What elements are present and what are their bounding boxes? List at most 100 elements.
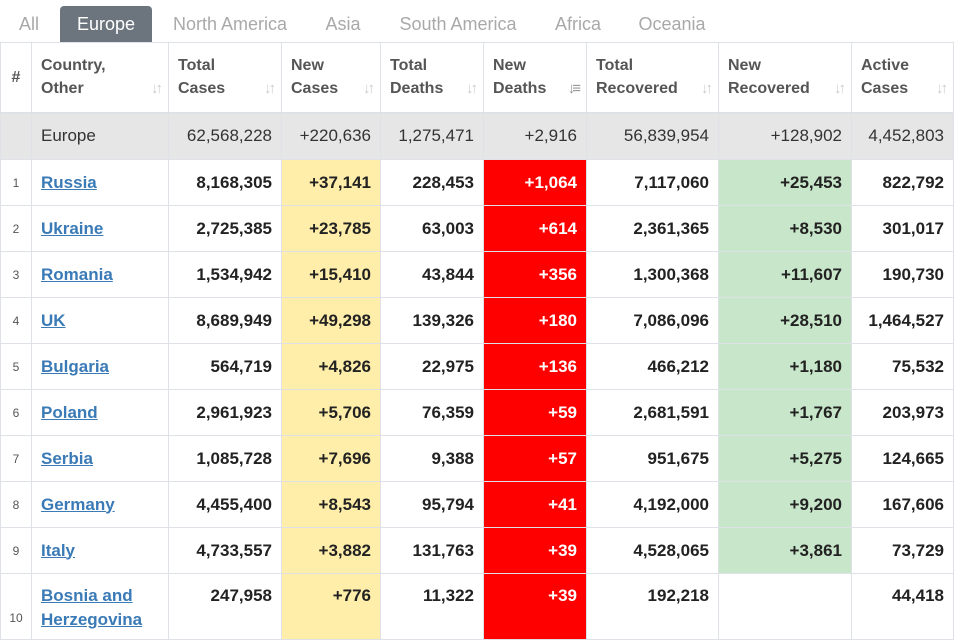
sort-arrows-icon[interactable]: ↓↑ — [264, 79, 276, 97]
active-cases-cell: 301,017 — [851, 205, 954, 252]
header-row: # Country, Other ↓↑ Total Cases ↓↑ New Case… — [0, 42, 954, 114]
row-index: 1 — [0, 159, 32, 206]
active-cases-cell: 73,729 — [851, 527, 954, 574]
country-link[interactable]: Bulgaria — [41, 356, 110, 376]
country-cell: Bosnia and Herzegovina — [31, 573, 169, 640]
header-active-cases[interactable]: Active Cases ↓↑ — [851, 42, 954, 114]
total-total-recovered: 56,839,954 — [586, 112, 719, 160]
table-row: 1 Russia 8,168,305 +37,141 228,453 +1,064 7,11… — [0, 159, 954, 206]
header-new-cases[interactable]: New Cases ↓↑ — [281, 42, 381, 114]
sort-arrows-icon[interactable]: ↓↑ — [151, 79, 163, 97]
sort-arrows-icon[interactable]: ↓↑ — [936, 79, 948, 97]
country-link[interactable]: Bosnia and Herzegovina — [41, 586, 143, 629]
header-total-cases[interactable]: Total Cases ↓↑ — [168, 42, 282, 114]
total-deaths-cell: 11,322 — [380, 573, 484, 640]
country-cell: Germany — [31, 481, 169, 528]
covid-table: # Country, Other ↓↑ Total Cases ↓↑ New Case… — [0, 42, 954, 640]
row-index: 3 — [0, 251, 32, 298]
country-cell: Ukraine — [31, 205, 169, 252]
table-row: 4 UK 8,689,949 +49,298 139,326 +180 7,086,096 +… — [0, 297, 954, 344]
new-cases-cell: +49,298 — [281, 297, 381, 344]
sort-arrows-icon[interactable]: ↓↑ — [466, 79, 478, 97]
country-cell: Serbia — [31, 435, 169, 482]
total-recovered-cell: 7,086,096 — [586, 297, 719, 344]
new-recovered-cell: +1,767 — [718, 389, 852, 436]
table-row: 10 Bosnia and Herzegovina 247,958 +776 11,32… — [0, 573, 954, 640]
country-cell: Romania — [31, 251, 169, 298]
tab-all[interactable]: All — [18, 14, 39, 34]
table-row: 5 Bulgaria 564,719 +4,826 22,975 +136 466,212 +… — [0, 343, 954, 390]
new-recovered-cell: +25,453 — [718, 159, 852, 206]
total-cases-cell: 1,085,728 — [168, 435, 282, 482]
country-link[interactable]: Italy — [41, 540, 76, 560]
country-link[interactable]: Serbia — [41, 448, 93, 468]
country-link[interactable]: Germany — [41, 494, 115, 514]
table-row: 2 Ukraine 2,725,385 +23,785 63,003 +614 2,361,… — [0, 205, 954, 252]
total-cases-cell: 8,689,949 — [168, 297, 282, 344]
total-total-cases: 62,568,228 — [168, 112, 282, 160]
new-recovered-cell: +28,510 — [718, 297, 852, 344]
total-recovered-cell: 2,361,365 — [586, 205, 719, 252]
total-cases-cell: 564,719 — [168, 343, 282, 390]
total-cases-cell: 4,733,557 — [168, 527, 282, 574]
country-link[interactable]: Russia — [41, 172, 97, 192]
tab-africa[interactable]: Africa — [554, 14, 601, 34]
total-deaths-cell: 131,763 — [380, 527, 484, 574]
new-cases-cell: +23,785 — [281, 205, 381, 252]
total-new-deaths: +2,916 — [483, 112, 587, 160]
new-cases-cell: +776 — [281, 573, 381, 640]
total-recovered-cell: 1,300,368 — [586, 251, 719, 298]
row-index: 8 — [0, 481, 32, 528]
sort-desc-icon[interactable]: ↓≡ — [567, 79, 581, 97]
header-total-recovered[interactable]: Total Recovered ↓↑ — [586, 42, 719, 114]
total-deaths-cell: 9,388 — [380, 435, 484, 482]
country-link[interactable]: Poland — [41, 402, 98, 422]
row-index: 7 — [0, 435, 32, 482]
new-recovered-cell: +11,607 — [718, 251, 852, 298]
tab-europe[interactable]: Europe — [60, 6, 152, 42]
tab-oceania[interactable]: Oceania — [638, 14, 706, 34]
total-new-cases: +220,636 — [281, 112, 381, 160]
region-tabs: All Europe North America Asia South Amer… — [0, 0, 954, 42]
table-row: 6 Poland 2,961,923 +5,706 76,359 +59 2,681,591… — [0, 389, 954, 436]
total-recovered-cell: 2,681,591 — [586, 389, 719, 436]
header-new-deaths[interactable]: New Deaths ↓≡ — [483, 42, 587, 114]
table-row: 9 Italy 4,733,557 +3,882 131,763 +39 4,528,065… — [0, 527, 954, 574]
new-recovered-cell: +9,200 — [718, 481, 852, 528]
country-link[interactable]: Ukraine — [41, 218, 104, 238]
new-cases-cell: +3,882 — [281, 527, 381, 574]
row-index: 9 — [0, 527, 32, 574]
header-new-recovered[interactable]: New Recovered ↓↑ — [718, 42, 852, 114]
new-deaths-cell: +614 — [483, 205, 587, 252]
total-index — [0, 112, 32, 160]
active-cases-cell: 167,606 — [851, 481, 954, 528]
total-deaths-cell: 76,359 — [380, 389, 484, 436]
sort-arrows-icon[interactable]: ↓↑ — [701, 79, 713, 97]
total-recovered-cell: 192,218 — [586, 573, 719, 640]
tab-north-america[interactable]: North America — [172, 14, 288, 34]
total-recovered-cell: 4,192,000 — [586, 481, 719, 528]
country-link[interactable]: UK — [41, 310, 66, 330]
total-active-cases: 4,452,803 — [851, 112, 954, 160]
country-link[interactable]: Romania — [41, 264, 113, 284]
row-index: 10 — [0, 573, 32, 640]
sort-arrows-icon[interactable]: ↓↑ — [363, 79, 375, 97]
total-deaths-cell: 95,794 — [380, 481, 484, 528]
new-deaths-cell: +1,064 — [483, 159, 587, 206]
header-country[interactable]: Country, Other ↓↑ — [31, 42, 169, 114]
header-total-deaths[interactable]: Total Deaths ↓↑ — [380, 42, 484, 114]
new-deaths-cell: +59 — [483, 389, 587, 436]
active-cases-cell: 203,973 — [851, 389, 954, 436]
row-index: 2 — [0, 205, 32, 252]
new-cases-cell: +5,706 — [281, 389, 381, 436]
table-row: 8 Germany 4,455,400 +8,543 95,794 +41 4,192,00… — [0, 481, 954, 528]
new-cases-cell: +15,410 — [281, 251, 381, 298]
active-cases-cell: 44,418 — [851, 573, 954, 640]
new-recovered-cell: +5,275 — [718, 435, 852, 482]
sort-arrows-icon[interactable]: ↓↑ — [834, 79, 846, 97]
tab-south-america[interactable]: South America — [399, 14, 517, 34]
total-cases-cell: 2,961,923 — [168, 389, 282, 436]
tab-asia[interactable]: Asia — [325, 14, 361, 34]
new-deaths-cell: +41 — [483, 481, 587, 528]
row-index: 4 — [0, 297, 32, 344]
